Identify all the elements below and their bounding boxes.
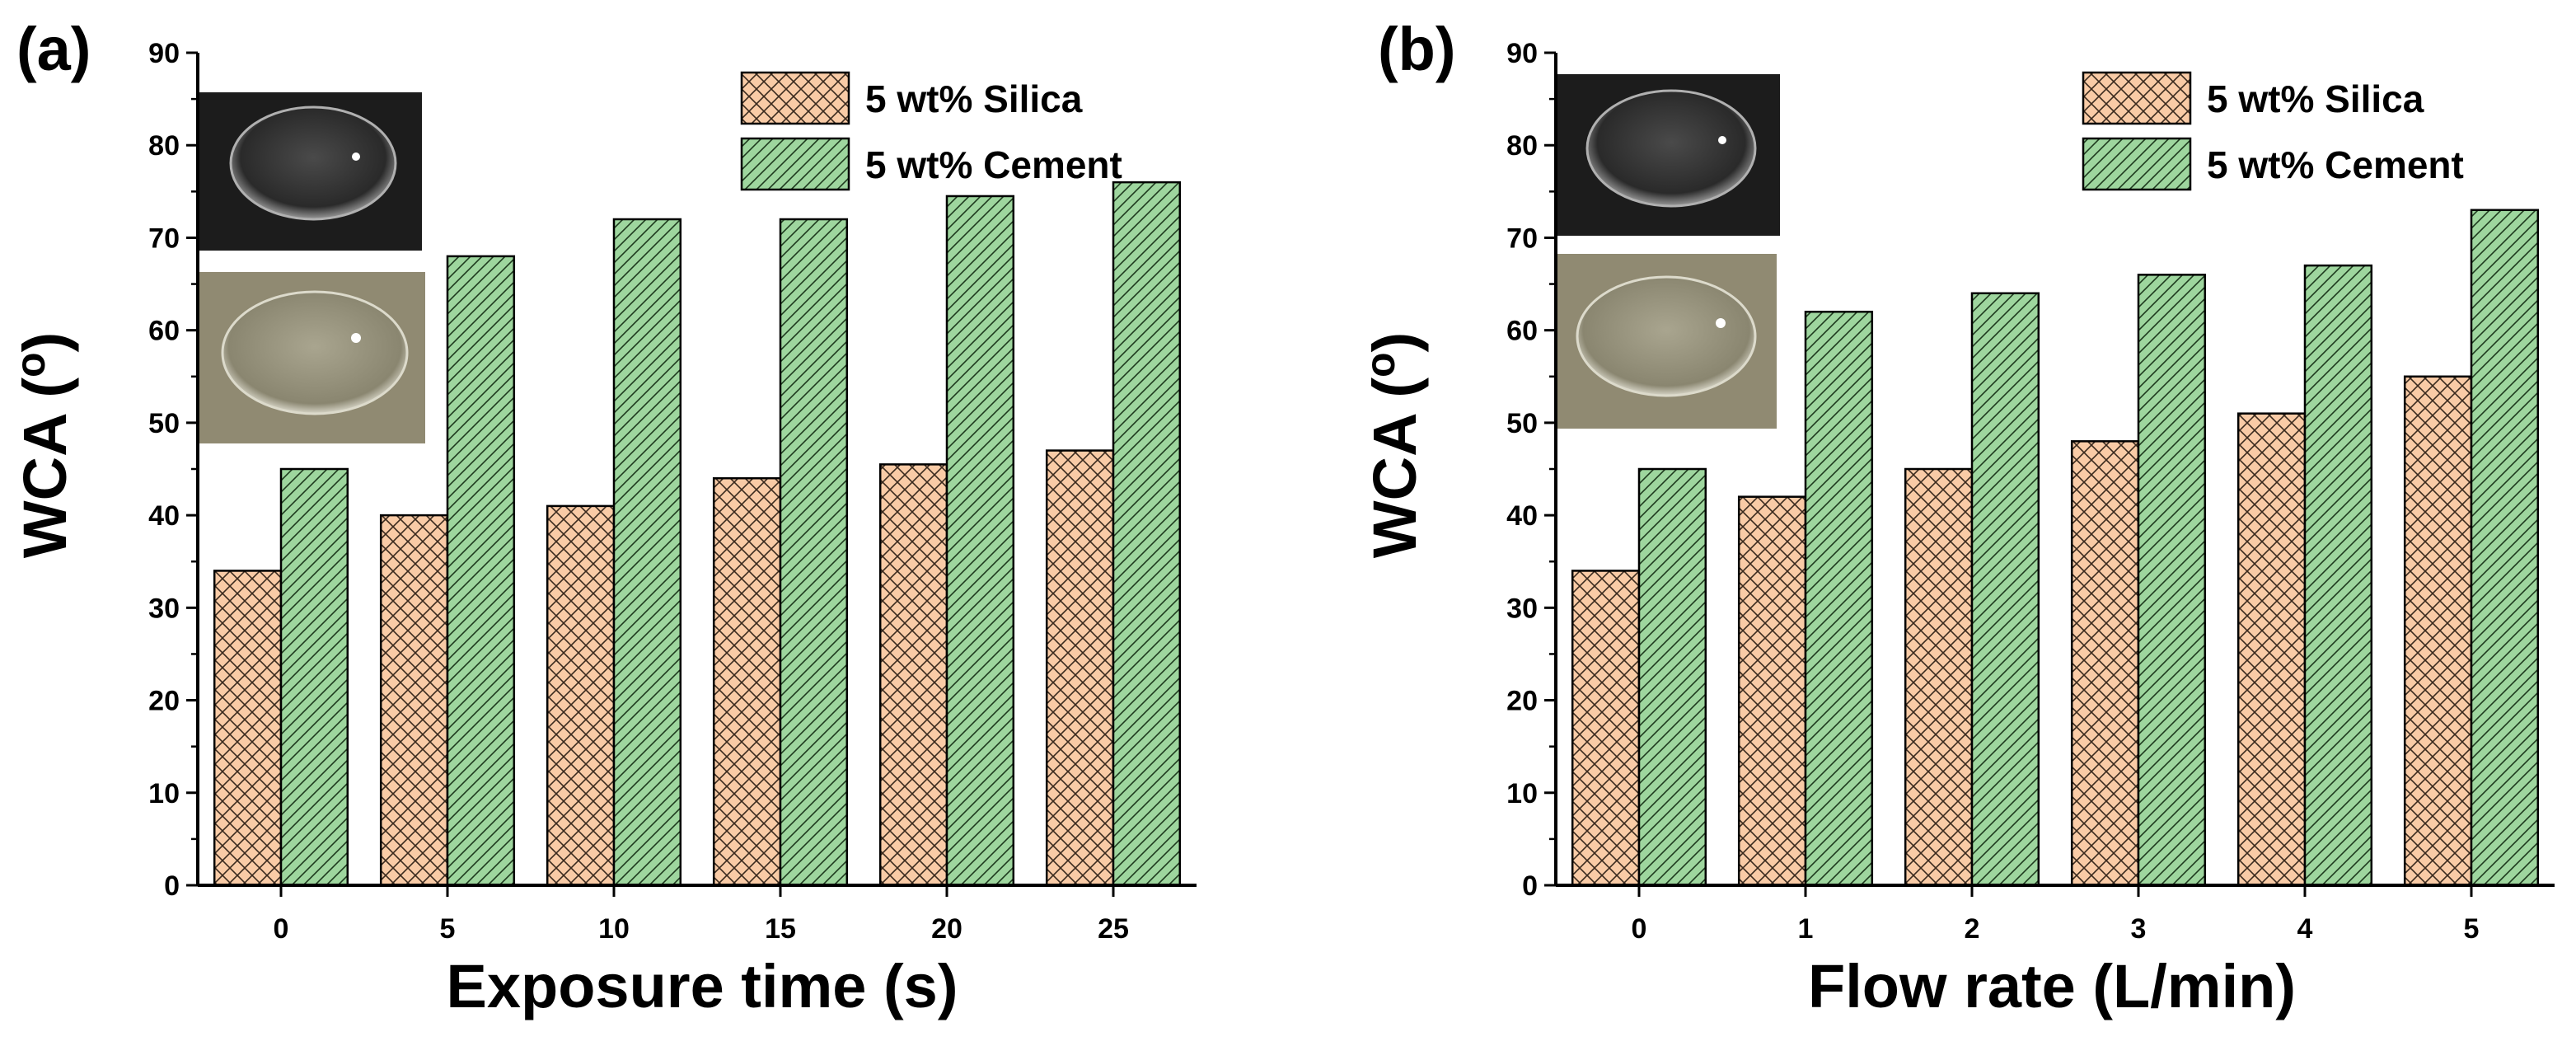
droplet-light: [221, 290, 409, 415]
legend-label-silica: 5 wt% Silica: [865, 77, 1083, 120]
y-tick-label: 60: [1506, 316, 1538, 347]
inset-photo-light: [198, 272, 425, 443]
bar-cement-5: [446, 255, 516, 887]
bar-silica-25: [1045, 449, 1115, 887]
bar-cement-2: [1970, 292, 2040, 887]
legend: 5 wt% Silica 5 wt% Cement: [740, 71, 1122, 191]
y-axis-title-main: WCA (: [1361, 378, 1429, 559]
y-axis-title: WCA (o): [7, 332, 79, 558]
bar-silica-0: [213, 570, 283, 887]
x-axis-title: Exposure time (s): [447, 952, 958, 1020]
bar-cement-4: [2303, 264, 2373, 887]
x-tick-label: 5: [2464, 913, 2480, 945]
inset-photo-light: [1556, 254, 1777, 429]
bar-cement-20: [945, 195, 1015, 887]
bar-silica-1: [1737, 495, 1807, 887]
bar-silica-3: [2070, 440, 2140, 887]
legend-label-cement: 5 wt% Cement: [2207, 143, 2464, 186]
y-tick-label: 20: [1506, 686, 1538, 717]
y-tick-label: 80: [148, 130, 180, 162]
y-axis-title-close: ): [1361, 332, 1429, 353]
legend-swatch-cement: [740, 137, 850, 191]
droplet-dark: [229, 106, 397, 221]
legend-label-cement: 5 wt% Cement: [865, 143, 1122, 186]
droplet-highlight: [1718, 136, 1726, 144]
bar-silica-2: [1904, 467, 1974, 887]
y-tick-label: 80: [1506, 130, 1538, 162]
panel-label: (a): [16, 15, 91, 83]
axes: 0 5 10 15 20 25 0 10 20 30 40 50 60 70 80 90: [148, 38, 1197, 945]
y-tick-label: 30: [1506, 593, 1538, 624]
bars: [1571, 209, 2540, 887]
bar-cement-10: [612, 218, 682, 887]
y-axis-title-close: ): [11, 332, 79, 353]
y-tick-label: 50: [148, 408, 180, 439]
y-tick-label: 30: [148, 593, 180, 624]
bar-silica-5: [379, 514, 449, 887]
bar-cement-15: [779, 218, 849, 887]
bar-silica-10: [546, 504, 616, 887]
x-tick-label: 5: [440, 913, 456, 945]
y-tick-label: 10: [148, 778, 180, 809]
inset-photos: [1556, 74, 1780, 429]
legend: 5 wt% Silica 5 wt% Cement: [2082, 71, 2464, 191]
y-tick-label: 10: [1506, 778, 1538, 809]
y-axis-title-superscript: o: [1357, 352, 1403, 378]
bar-cement-3: [2137, 274, 2207, 887]
y-tick-label: 50: [1506, 408, 1538, 439]
x-tick-label: 0: [274, 913, 289, 945]
bar-silica-15: [712, 476, 782, 887]
panel-label: (b): [1378, 15, 1456, 83]
y-tick-label: 40: [148, 500, 180, 532]
x-axis-title: Flow rate (L/min): [1808, 952, 2296, 1020]
y-tick-label: 90: [148, 38, 180, 69]
inset-photos: [198, 92, 425, 443]
x-tick-label: 2: [1965, 913, 1980, 945]
bars: [213, 181, 1182, 887]
y-axis-title-main: WCA (: [11, 378, 79, 559]
droplet-light: [1576, 275, 1757, 397]
y-axis-title: WCA (o): [1357, 332, 1429, 558]
bar-cement-0: [279, 467, 349, 887]
x-tick-label: 4: [2297, 913, 2313, 945]
x-tick-label: 15: [765, 913, 796, 945]
y-axis-title-superscript: o: [7, 352, 54, 378]
bar-silica-4: [2236, 412, 2307, 887]
x-tick-label: 10: [598, 913, 630, 945]
droplet-dark: [1585, 89, 1757, 208]
inset-photo-dark: [198, 92, 422, 251]
bar-silica-5: [2403, 375, 2473, 887]
droplet-highlight: [352, 152, 360, 161]
y-tick-label: 0: [164, 870, 180, 902]
x-tick-label: 1: [1798, 913, 1814, 945]
y-tick-label: 40: [1506, 500, 1538, 532]
y-tick-label: 20: [148, 686, 180, 717]
y-tick-label: 70: [1506, 223, 1538, 254]
x-tick-label: 20: [931, 913, 962, 945]
inset-photo-dark: [1556, 74, 1780, 236]
y-tick-label: 0: [1522, 870, 1538, 902]
legend-label-silica: 5 wt% Silica: [2207, 77, 2424, 120]
x-tick-label: 0: [1632, 913, 1647, 945]
droplet-highlight: [1716, 318, 1726, 328]
chart-panel-b: (b) WCA (o) Flow rate (L/min) 0 1 2 3 4 50102…: [1357, 15, 2555, 1020]
y-tick-label: 60: [148, 316, 180, 347]
x-tick-label: 3: [2131, 913, 2147, 945]
legend-swatch-silica: [2082, 71, 2192, 125]
bar-silica-0: [1571, 570, 1641, 887]
bar-cement-25: [1112, 181, 1182, 887]
bar-cement-0: [1637, 467, 1707, 887]
bar-silica-20: [878, 463, 948, 887]
droplet-highlight: [351, 333, 361, 343]
chart-panel-a: (a) WCA (o) Exposure time (s) 0 5 10 15 20 25…: [7, 15, 1197, 1020]
y-tick-label: 70: [148, 223, 180, 254]
bar-cement-5: [2470, 209, 2540, 887]
x-tick-label: 25: [1098, 913, 1129, 945]
bar-cement-1: [1804, 310, 1874, 887]
legend-swatch-silica: [740, 71, 850, 125]
legend-swatch-cement: [2082, 137, 2192, 191]
y-tick-label: 90: [1506, 38, 1538, 69]
